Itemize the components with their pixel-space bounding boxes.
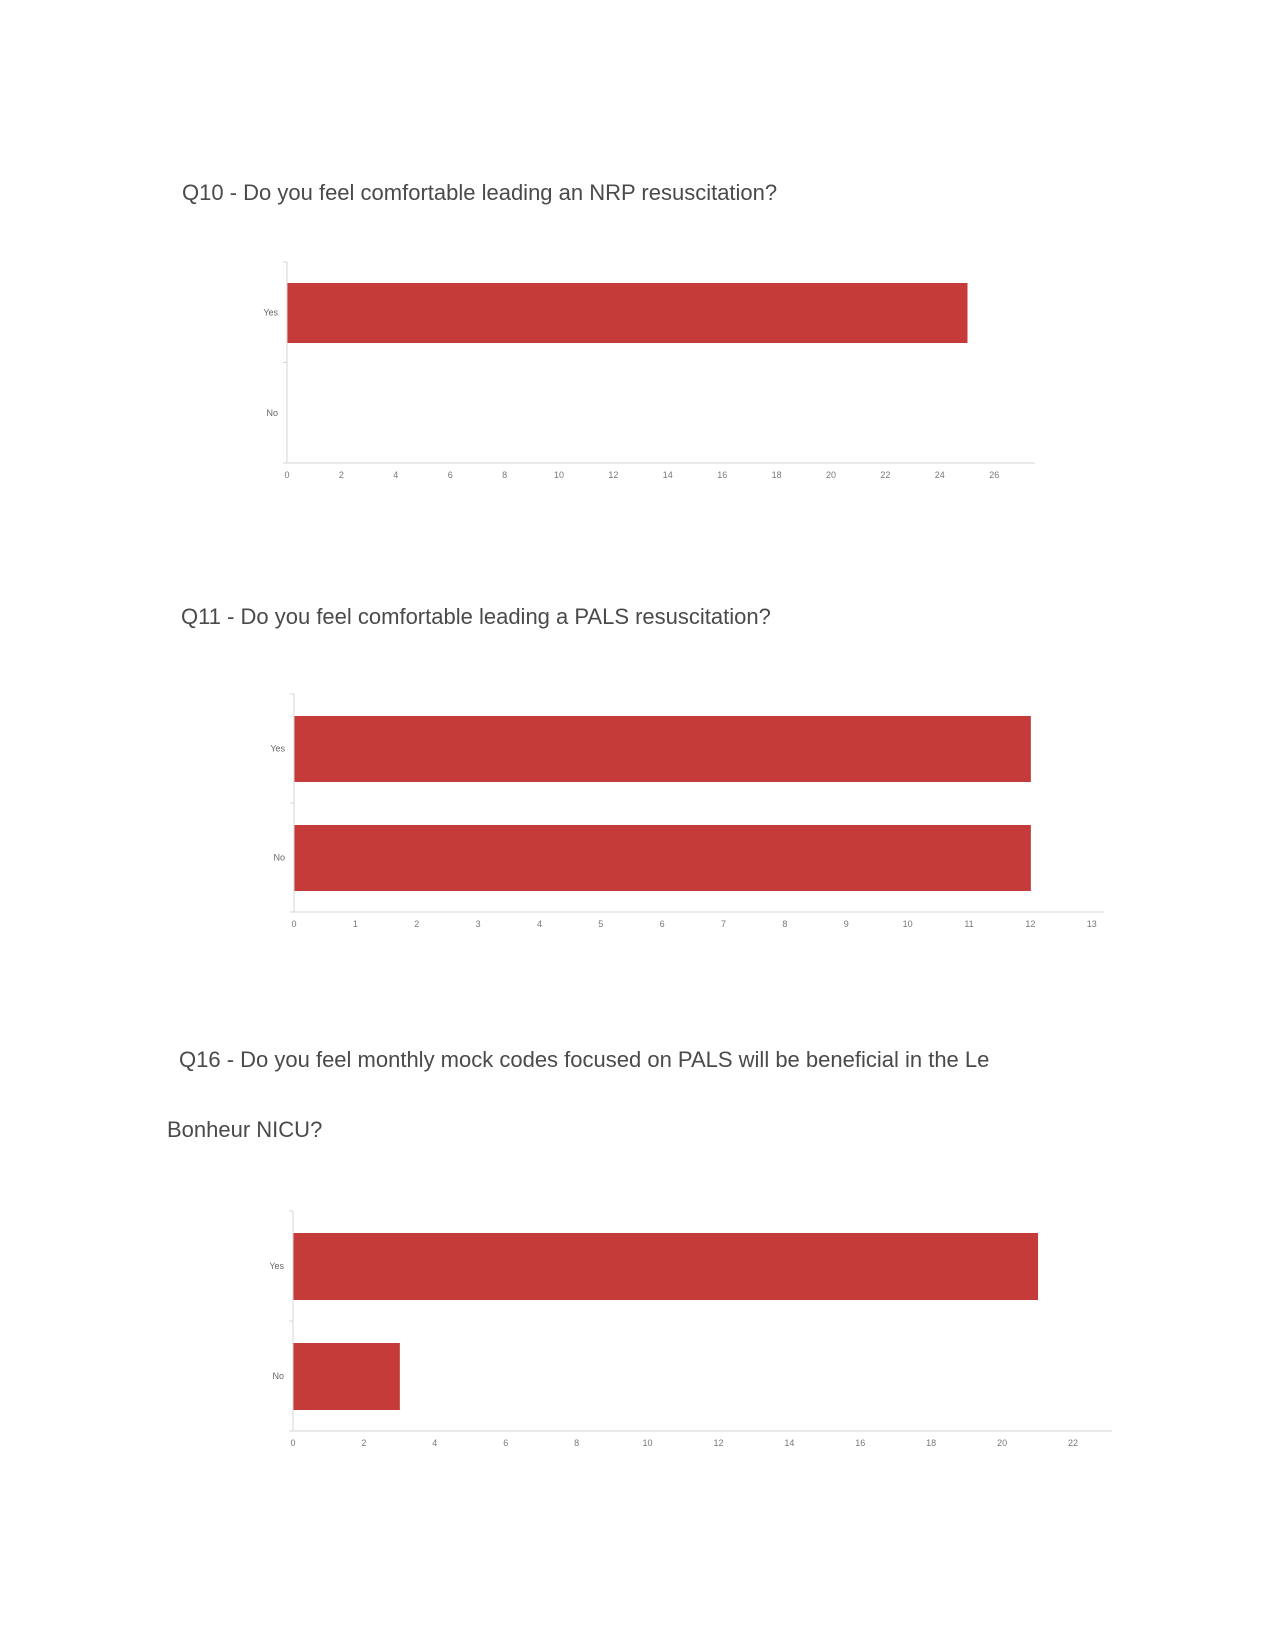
x-tick-label-q16: 0 — [290, 1438, 295, 1448]
category-label-no-q16: No — [272, 1371, 284, 1381]
x-tick-label-q16: 16 — [855, 1438, 865, 1448]
bar-no-q16 — [293, 1343, 400, 1410]
x-tick-label-q16: 20 — [997, 1438, 1007, 1448]
x-tick-label-q11: 10 — [903, 919, 913, 929]
bar-yes-q10 — [287, 283, 968, 343]
x-tick-label-q11: 8 — [782, 919, 787, 929]
x-tick-label-q11: 0 — [291, 919, 296, 929]
x-tick-label-q16: 8 — [574, 1438, 579, 1448]
x-tick-label-q11: 2 — [414, 919, 419, 929]
x-tick-label-q11: 1 — [353, 919, 358, 929]
x-tick-label-q10: 26 — [989, 470, 999, 480]
x-tick-label-q11: 11 — [964, 919, 973, 929]
x-tick-label-q11: 5 — [598, 919, 603, 929]
chart-title-q10: Q10 - Do you feel comfortable leading an… — [182, 180, 778, 205]
x-tick-label-q16: 12 — [713, 1438, 723, 1448]
category-label-yes-q10: Yes — [263, 307, 278, 317]
x-tick-label-q16: 4 — [432, 1438, 437, 1448]
bar-no-q11 — [294, 825, 1031, 891]
x-tick-label-q10: 8 — [502, 470, 507, 480]
x-tick-label-q16: 18 — [926, 1438, 936, 1448]
x-tick-label-q10: 0 — [284, 470, 289, 480]
category-label-yes-q11: Yes — [270, 744, 285, 754]
x-tick-label-q11: 12 — [1025, 919, 1035, 929]
x-tick-label-q10: 4 — [393, 470, 398, 480]
chart-title-q16-line1: Q16 - Do you feel monthly mock codes foc… — [179, 1047, 990, 1072]
category-label-no-q10: No — [266, 408, 278, 418]
chart-title-q11: Q11 - Do you feel comfortable leading a … — [181, 604, 771, 629]
x-tick-label-q11: 6 — [660, 919, 665, 929]
category-label-no-q11: No — [273, 853, 285, 863]
x-tick-label-q16: 22 — [1068, 1438, 1078, 1448]
x-tick-label-q11: 13 — [1087, 919, 1097, 929]
x-tick-label-q10: 10 — [554, 470, 564, 480]
x-tick-label-q10: 6 — [448, 470, 453, 480]
x-tick-label-q10: 20 — [826, 470, 836, 480]
x-tick-label-q11: 9 — [844, 919, 849, 929]
x-tick-label-q10: 24 — [935, 470, 945, 480]
x-tick-label-q11: 7 — [721, 919, 726, 929]
x-tick-label-q11: 3 — [476, 919, 481, 929]
bar-yes-q11 — [294, 716, 1031, 782]
x-tick-label-q16: 10 — [643, 1438, 653, 1448]
x-tick-label-q10: 2 — [339, 470, 344, 480]
x-tick-label-q16: 14 — [784, 1438, 794, 1448]
x-tick-label-q10: 18 — [772, 470, 782, 480]
x-tick-label-q10: 12 — [608, 470, 618, 480]
x-tick-label-q16: 6 — [503, 1438, 508, 1448]
category-label-yes-q16: Yes — [269, 1261, 284, 1271]
x-tick-label-q16: 2 — [361, 1438, 366, 1448]
x-tick-label-q11: 4 — [537, 919, 542, 929]
chart-title-q16-line2: Bonheur NICU? — [167, 1117, 323, 1142]
bar-yes-q16 — [293, 1233, 1039, 1300]
x-tick-label-q10: 14 — [663, 470, 673, 480]
x-tick-label-q10: 16 — [717, 470, 727, 480]
x-tick-label-q10: 22 — [880, 470, 890, 480]
